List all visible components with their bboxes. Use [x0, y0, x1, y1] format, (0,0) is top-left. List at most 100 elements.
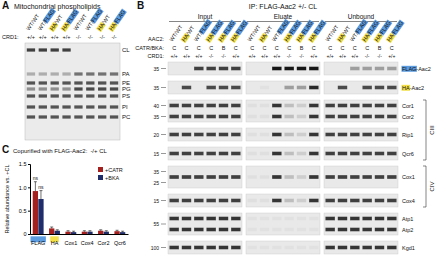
protein-band — [194, 152, 203, 156]
protein-band — [169, 175, 178, 179]
protein-band — [272, 67, 281, 71]
lipid-band — [51, 48, 59, 51]
x-axis: FLAGHACox1Cox4Cor2Qcr6 — [30, 234, 128, 246]
protein-band — [182, 175, 191, 179]
protein-band — [231, 246, 240, 250]
treatment: B — [300, 45, 304, 51]
chart-title: Copurified with FLAG-Aac2: — [13, 148, 88, 154]
lipid-band — [98, 81, 106, 84]
protein-band — [350, 133, 359, 137]
protein-band — [284, 175, 293, 179]
protein-band — [247, 152, 256, 156]
panel-title: Mitochondrial phospholipids — [14, 3, 101, 11]
protein-band — [362, 115, 371, 119]
protein-band — [169, 228, 178, 232]
blot — [324, 166, 398, 188]
panel-label: A — [2, 0, 9, 11]
protein-band — [219, 133, 228, 137]
genotype: -/- — [209, 53, 214, 59]
genotype: +/+ — [388, 53, 395, 59]
genotype: -/- — [88, 34, 93, 40]
protein-band — [194, 67, 203, 71]
protein-band — [309, 228, 318, 232]
protein-band — [375, 228, 384, 232]
treatment: C — [365, 45, 369, 51]
x-tick: Cox1 — [64, 234, 77, 246]
tick-mark — [28, 234, 30, 235]
protein-band — [231, 133, 240, 137]
protein-band — [284, 86, 293, 90]
protein-band — [297, 246, 306, 250]
lipid-band — [51, 87, 59, 90]
protein-band — [247, 104, 256, 108]
tlc-plate — [25, 43, 120, 140]
genotype: +/+ — [171, 53, 178, 59]
group-header: Unbound — [348, 13, 375, 20]
protein-band — [284, 133, 293, 137]
protein-band — [247, 133, 256, 137]
axis-line — [28, 165, 31, 235]
legend-label: +CATR — [105, 167, 123, 173]
protein-band — [194, 217, 203, 221]
lipid-band — [74, 115, 82, 118]
protein-band — [194, 133, 203, 137]
protein-band — [297, 199, 306, 203]
protein-band — [362, 217, 371, 221]
protein-band — [272, 199, 281, 203]
protein-band — [169, 133, 178, 137]
error-bar — [39, 191, 42, 199]
genotype: -/- — [100, 34, 105, 40]
lipid-band — [51, 115, 59, 118]
protein-band — [231, 152, 240, 156]
protein-band — [206, 217, 215, 221]
protein-band — [169, 199, 178, 203]
lipid-band — [98, 87, 106, 90]
protein-band — [375, 199, 384, 203]
protein-band — [387, 86, 396, 90]
protein-band — [350, 217, 359, 221]
y-tick: 1.0 — [19, 185, 30, 191]
protein-band — [247, 217, 256, 221]
protein-band — [375, 115, 384, 119]
lipid-band — [51, 72, 59, 75]
x-tick: Cox4 — [81, 234, 94, 246]
lipid-band — [62, 87, 70, 90]
protein-band — [338, 175, 347, 179]
tick-label: HA — [51, 240, 59, 246]
protein-band — [375, 152, 384, 156]
blot — [324, 81, 398, 94]
tick-label: Cox1 — [64, 240, 77, 246]
blot — [168, 62, 242, 75]
bar — [38, 199, 43, 234]
lipid-band — [39, 115, 47, 118]
protein-band — [272, 152, 281, 156]
lipid-band — [39, 48, 47, 51]
lipid-label: PI — [122, 104, 128, 110]
mw-tick — [161, 134, 166, 135]
protein-band — [350, 246, 359, 250]
protein-band — [260, 175, 269, 179]
protein-band — [182, 217, 191, 221]
blot — [168, 166, 242, 188]
treatment: C — [172, 45, 176, 51]
protein-label: HA-Aac2 — [402, 85, 424, 91]
protein-band — [362, 199, 371, 203]
treatment: B — [222, 45, 226, 51]
lipid-band — [39, 94, 47, 97]
protein-band — [338, 152, 347, 156]
genotype: +/+ — [261, 53, 268, 59]
treatment: C — [353, 45, 357, 51]
legend: +CATR +BKA — [98, 167, 123, 181]
legend-label: +BKA — [105, 175, 120, 181]
lane-label-group: HA/FLAG — [385, 19, 404, 43]
protein-band — [206, 67, 215, 71]
bar — [120, 232, 125, 234]
treatment: C — [209, 45, 213, 51]
tick-label: Cor2 — [98, 240, 110, 246]
protein-band — [182, 228, 191, 232]
protein-band — [231, 86, 240, 90]
x-tick: Qcr6 — [114, 234, 126, 246]
genotype: +/+ — [51, 34, 59, 40]
mw-marker: 35 — [153, 114, 159, 120]
protein-band — [272, 246, 281, 250]
